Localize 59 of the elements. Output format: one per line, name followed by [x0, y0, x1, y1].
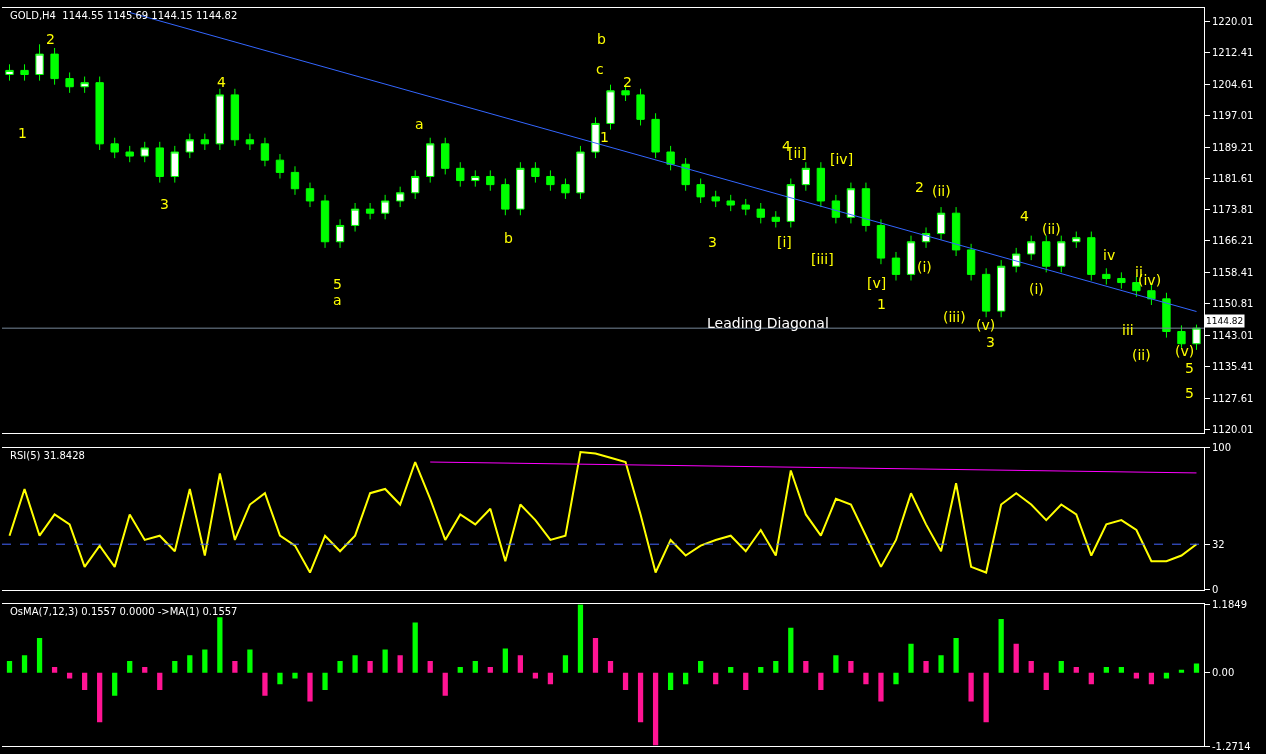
y-tick-label: 1220.01 [1212, 15, 1254, 27]
annotation: iii [1122, 322, 1134, 338]
annotation: (ii) [1132, 347, 1151, 363]
annotation: [iv] [830, 151, 854, 167]
y-tick-label: 0.00 [1212, 667, 1235, 679]
annotation: [iii] [811, 251, 834, 267]
y-tick-label: 100 [1212, 442, 1232, 454]
annotation: (i) [1029, 281, 1044, 297]
y-tick-label: 0 [1212, 584, 1219, 596]
annotation: a [415, 116, 424, 132]
annotation: Leading Diagonal [707, 315, 829, 331]
y-tick-label: 1212.41 [1212, 46, 1254, 58]
y-tick-label: 1173.81 [1212, 204, 1254, 216]
annotation: [i] [777, 234, 792, 250]
y-tick-label: 32 [1212, 538, 1225, 550]
annotation: 3 [708, 234, 717, 250]
annotation: 1 [600, 129, 609, 145]
chart-title: GOLD,H4 1144.55 1145.69 1144.15 1144.82 [10, 10, 238, 21]
y-tick-label: 1127.61 [1212, 392, 1254, 404]
annotation: 4 [1020, 208, 1029, 224]
annotation: (ii) [1042, 221, 1061, 237]
y-tick-label: 1143.01 [1212, 330, 1254, 342]
annotation: 2 [46, 31, 55, 47]
annotation: b [597, 31, 606, 47]
y-tick-label: 1135.41 [1212, 361, 1254, 373]
annotation: 1 [877, 296, 886, 312]
y-tick-label: -1.2714 [1212, 740, 1251, 752]
y-tick-label: 1120.01 [1212, 423, 1254, 435]
annotation: a [333, 292, 342, 308]
y-tick-label: 1181.61 [1212, 172, 1254, 184]
y-tick-label: 1189.21 [1212, 141, 1254, 153]
y-tick-label: 1197.01 [1212, 109, 1254, 121]
annotation: [ii] [788, 145, 807, 161]
annotation: 4 [217, 74, 226, 90]
annotation: (v) [976, 317, 996, 333]
y-tick-label: 1.1849 [1212, 598, 1247, 610]
annotation: b [504, 230, 513, 246]
annotation: iv [1103, 247, 1116, 263]
annotation: 5 [1185, 360, 1194, 376]
annotation: (ii) [932, 183, 951, 199]
annotation: 2 [915, 179, 924, 195]
annotation: 3 [160, 196, 169, 212]
annotation: 5 [333, 276, 342, 292]
y-tick-label: 1204.61 [1212, 78, 1254, 90]
annotation: 1 [18, 125, 27, 141]
annotation: c [596, 61, 604, 77]
annotation: (i) [917, 259, 932, 275]
annotation: 5 [1185, 385, 1194, 401]
annotation: (iii) [943, 309, 966, 325]
y-tick-label: 1150.81 [1212, 298, 1254, 310]
y-tick-label: 1166.21 [1212, 235, 1254, 247]
y-tick-label: 1158.41 [1212, 267, 1254, 279]
annotation: [v] [867, 275, 887, 291]
ref-line-label: 1144.82 [1206, 316, 1244, 326]
chart-title: RSI(5) 31.8428 [10, 450, 85, 461]
annotation: 2 [623, 74, 632, 90]
annotation: 3 [986, 334, 995, 350]
chart-title: OsMA(7,12,3) 0.1557 0.0000 ->MA(1) 0.1557 [10, 606, 238, 617]
annotation: (v) [1175, 343, 1195, 359]
